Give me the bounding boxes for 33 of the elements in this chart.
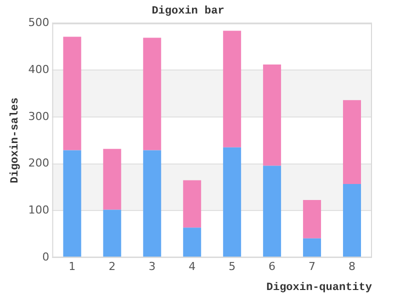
bar xyxy=(143,150,162,258)
bar xyxy=(263,166,282,258)
bar xyxy=(303,200,322,238)
x-tick-label: 3 xyxy=(148,260,156,274)
bar xyxy=(63,36,82,150)
x-tick-label: 7 xyxy=(308,260,316,274)
bar xyxy=(343,100,362,184)
y-tick-label: 500 xyxy=(28,16,50,30)
x-tick-label: 5 xyxy=(228,260,236,274)
bar xyxy=(223,30,242,148)
bar xyxy=(143,38,162,150)
x-tick-label: 1 xyxy=(68,260,76,274)
bar xyxy=(223,147,242,258)
x-tick-label: 8 xyxy=(348,260,356,274)
bar xyxy=(343,184,362,258)
x-tick-label: 6 xyxy=(268,260,276,274)
bar xyxy=(103,210,122,258)
bar xyxy=(63,150,82,258)
bar xyxy=(183,180,202,228)
chart-title: Digoxin bar xyxy=(152,5,224,18)
y-tick-label: 100 xyxy=(28,204,50,217)
y-tick-label: 200 xyxy=(28,156,50,170)
bar xyxy=(183,228,202,258)
y-tick-label: 400 xyxy=(28,62,50,76)
y-axis-title: Digoxin-sales xyxy=(9,97,22,184)
bar xyxy=(103,148,122,210)
x-tick-label: 4 xyxy=(188,260,196,274)
bar xyxy=(303,238,322,258)
bar xyxy=(263,64,282,166)
x-axis-title: Digoxin-quantity xyxy=(266,282,372,294)
y-tick-label: 0 xyxy=(42,250,50,264)
y-tick-label: 300 xyxy=(28,110,50,123)
x-tick-label: 2 xyxy=(108,260,116,274)
